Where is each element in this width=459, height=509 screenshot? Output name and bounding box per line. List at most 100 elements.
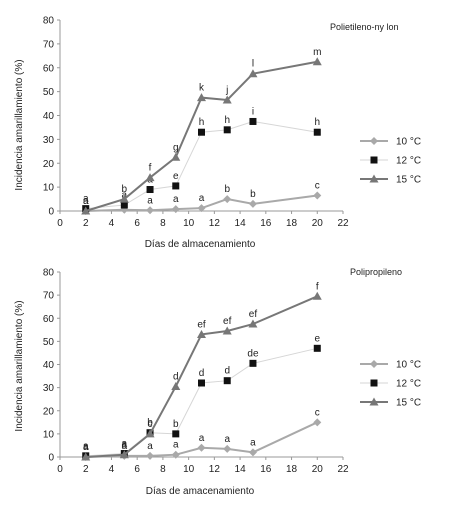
data-label: ef [197,319,206,330]
x-tick-label: 12 [209,218,221,229]
data-label: a [173,440,179,451]
y-axis-label: Incidencia amarillamiento (%) [14,300,25,431]
y-tick-label: 70 [43,39,55,50]
marker-triangle [369,397,379,406]
data-label: d [224,366,230,377]
marker-diamond [370,360,378,368]
data-label: e [173,171,179,182]
data-label: a [199,433,205,444]
data-label: a [122,441,128,452]
data-label: a [147,441,153,452]
marker-square [313,128,321,136]
x-tick-label: 18 [286,464,298,475]
legend-label: 12 °C [396,379,421,390]
legend: 10 °C 12 °C 15 °C [360,137,421,186]
marker-square [249,359,257,367]
data-label: c [148,419,153,430]
x-tick-label: 22 [337,218,349,229]
y-tick-label: 50 [43,87,55,98]
data-label: e [314,333,320,344]
data-label: c [315,407,320,418]
marker-square [249,117,257,125]
marker-diamond [313,191,322,200]
y-tick-label: 20 [43,406,55,417]
x-tick-label: 8 [160,218,166,229]
data-label: h [199,117,205,128]
data-label: m [313,47,321,58]
x-tick-label: 6 [134,464,140,475]
data-label: i [252,106,254,117]
legend-label: 12 °C [396,156,421,167]
series-line [85,421,318,458]
series-line [85,194,318,212]
y-tick-label: 70 [43,291,55,302]
y-tick-label: 60 [43,314,55,325]
data-label: a [122,440,128,451]
plot-area: 0 10 20 30 40 50 60 70 80 0 2 4 6 8 10 12 14 16 18 20 22 a a a a… [43,16,349,230]
data-label: h [314,117,320,128]
data-label: b [122,184,128,195]
x-tick-label: 16 [260,218,272,229]
y-tick-label: 0 [48,453,54,464]
marker-diamond [223,195,232,204]
data-label: a [83,196,89,207]
data-label: b [250,189,256,200]
x-tick-label: 0 [57,218,63,229]
x-tick-label: 20 [312,218,324,229]
x-tick-label: 6 [134,218,140,229]
legend: 10 °C 12 °C 15 °C [360,360,421,409]
marker-diamond [248,199,257,208]
marker-diamond [171,205,180,214]
data-label: a [83,194,89,205]
plot-area: 0 10 20 30 40 50 60 70 80 0 2 4 6 8 10 12 14 16 18 20 22 a a a a… [43,268,349,476]
marker-square [223,126,231,134]
data-label: f [316,281,319,292]
y-tick-label: 60 [43,63,55,74]
data-label: g [173,142,179,153]
data-label: f [149,163,152,174]
marker-triangle [248,69,258,78]
marker-triangle [145,429,155,438]
marker-square [198,379,205,387]
marker-diamond [171,450,180,459]
data-label: l [252,59,254,70]
marker-triangle [119,194,129,203]
marker-triangle [312,57,322,66]
marker-square [172,430,180,438]
data-label: a [83,442,89,453]
x-tick-label: 18 [286,218,298,229]
data-label: c [315,180,320,191]
data-label: k [199,83,205,94]
series-line [85,60,318,212]
x-tick-label: 10 [183,464,195,475]
x-tick-label: 14 [235,464,247,475]
data-label: ef [249,309,258,320]
y-tick-label: 40 [43,360,55,371]
data-label: a [173,194,179,205]
marker-square [172,182,180,190]
x-tick-label: 4 [109,218,115,229]
x-tick-label: 2 [83,218,89,229]
marker-triangle [81,206,91,215]
marker-triangle [197,329,206,338]
marker-triangle [81,452,91,461]
marker-diamond [146,206,155,215]
panel-polietileno-nylon: Polietileno-ny lon Incidencia amarillami… [14,16,421,251]
x-tick-label: 0 [57,464,63,475]
x-tick-label: 20 [312,464,324,475]
data-label: a [199,193,205,204]
marker-diamond [248,448,257,457]
x-tick-label: 8 [160,464,166,475]
x-axis-label: Días de almacenamiento [145,239,256,250]
marker-diamond [146,451,155,460]
marker-square [370,156,378,164]
marker-diamond [370,137,378,145]
x-tick-label: 16 [260,464,272,475]
marker-triangle [248,319,258,328]
marker-square [120,201,128,209]
legend-label: 10 °C [396,137,421,148]
marker-square [146,186,154,194]
y-tick-label: 10 [43,429,55,440]
marker-triangle [119,450,129,459]
